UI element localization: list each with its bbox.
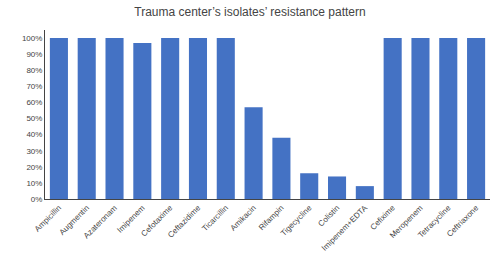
svg-text:Ticarcillin: Ticarcillin <box>200 203 230 233</box>
svg-text:Imipenem+EDTA: Imipenem+EDTA <box>320 203 370 253</box>
svg-text:Ceftazidime: Ceftazidime <box>166 203 203 240</box>
svg-text:80%: 80% <box>26 66 42 75</box>
svg-text:0%: 0% <box>31 195 43 204</box>
svg-text:50%: 50% <box>26 114 42 123</box>
svg-text:Rifampin: Rifampin <box>257 203 286 232</box>
svg-text:Cefotaxime: Cefotaxime <box>139 203 174 238</box>
svg-text:10%: 10% <box>26 179 42 188</box>
svg-text:40%: 40% <box>26 130 42 139</box>
svg-text:Tetracycline: Tetracycline <box>416 203 453 240</box>
svg-text:Ampicillin: Ampicillin <box>33 203 63 233</box>
svg-text:Ceftriaxone: Ceftriaxone <box>445 203 481 239</box>
svg-text:Azateronam: Azateronam <box>82 203 119 240</box>
svg-text:20%: 20% <box>26 163 42 172</box>
svg-text:Augmentin: Augmentin <box>58 203 91 236</box>
svg-text:Colistin: Colistin <box>316 203 341 228</box>
svg-text:Trauma center’s isolates’ resi: Trauma center’s isolates’ resistance pat… <box>134 5 365 19</box>
svg-text:70%: 70% <box>26 82 42 91</box>
svg-text:100%: 100% <box>22 34 42 43</box>
svg-text:Imipenem: Imipenem <box>115 203 146 234</box>
svg-text:Tigecycline: Tigecycline <box>279 203 314 238</box>
svg-text:90%: 90% <box>26 50 42 59</box>
svg-text:60%: 60% <box>26 98 42 107</box>
svg-text:Amikacin: Amikacin <box>229 203 258 232</box>
svg-text:Meropenem: Meropenem <box>388 203 425 240</box>
svg-text:Cefixime: Cefixime <box>369 203 398 232</box>
svg-text:30%: 30% <box>26 147 42 156</box>
